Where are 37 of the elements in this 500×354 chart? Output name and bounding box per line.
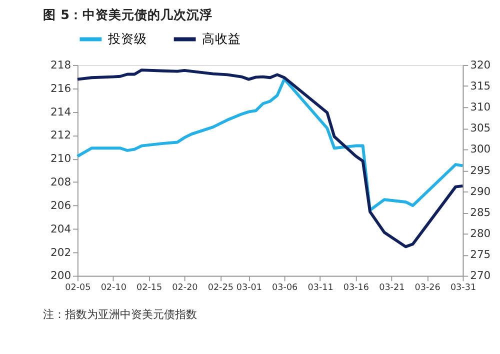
- y2-tick-label: 280: [470, 227, 491, 240]
- x-tick-label: 03-31: [450, 282, 476, 293]
- x-tick-label: 02-20: [172, 282, 198, 293]
- x-tick-label: 03-26: [414, 282, 441, 293]
- x-tick-label: 02-25: [208, 282, 234, 293]
- x-tick-label: 02-05: [65, 282, 91, 293]
- y-tick-label: 204: [50, 222, 72, 236]
- y-tick-label: 216: [50, 82, 72, 95]
- legend-label: 投资级: [106, 32, 147, 48]
- y2-tick-label: 295: [470, 164, 491, 177]
- x-tick-label: 02-15: [136, 282, 162, 293]
- y2-tick-label: 320: [470, 58, 491, 72]
- legend-label: 高收益: [202, 31, 241, 48]
- x-tick-label: 03-21: [379, 282, 405, 293]
- y-tick-label: 206: [50, 198, 72, 212]
- x-tick-label: 03-06: [272, 282, 298, 293]
- y2-tick-label: 310: [470, 100, 491, 114]
- y2-tick-label: 285: [470, 206, 491, 219]
- text: 注：指数为亚洲中资美元债指数: [43, 308, 198, 321]
- y2-tick-label: 270: [470, 269, 491, 282]
- y-tick-label: 210: [50, 152, 72, 166]
- y2-tick-label: 290: [470, 184, 491, 198]
- y-tick-label: 212: [50, 128, 72, 142]
- x-tick-label: 03-11: [308, 282, 334, 293]
- y2-tick-label: 275: [470, 248, 491, 262]
- chart-title: 图 5：中资美元债的几次沉浮: [43, 6, 212, 23]
- y-tick-label: 202: [50, 246, 72, 259]
- y-tick-label: 214: [50, 105, 72, 118]
- y2-tick-label: 315: [470, 79, 491, 92]
- y2-tick-label: 305: [470, 122, 491, 135]
- x-tick-label: 03-01: [236, 282, 262, 293]
- y-tick-label: 200: [50, 269, 72, 282]
- y2-tick-label: 300: [470, 142, 491, 156]
- x-tick-label: 03-16: [343, 282, 370, 293]
- x-tick-label: 02-10: [100, 282, 127, 293]
- y-tick-label: 218: [50, 58, 72, 72]
- y-tick-label: 208: [50, 176, 72, 189]
